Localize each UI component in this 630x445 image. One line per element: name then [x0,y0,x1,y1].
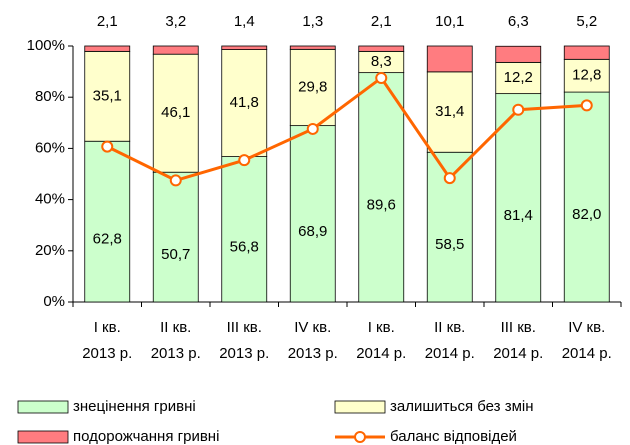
y-tick-label: 0% [43,293,65,310]
bar-segment [289,125,336,303]
x-tick-label: 2013 р. [288,345,338,362]
bar-segment [563,91,610,303]
legend-swatch [17,430,69,444]
value-label: 62,8 [93,231,122,248]
value-label: 2,1 [371,13,392,30]
x-tick-label: 2013 р. [151,345,201,362]
bar-segment [426,151,473,303]
value-label: 12,8 [572,67,601,84]
y-tick-label: 100% [27,37,65,54]
x-tick-label: II кв. [160,319,191,336]
bar-segment [426,45,473,73]
x-tick-label: I кв. [94,319,121,336]
value-label: 46,1 [161,104,190,121]
legend-label: подорожчання гривні [73,428,219,445]
bar-segment [495,93,542,303]
bar-segment [84,50,131,142]
value-label: 5,2 [576,13,597,30]
x-tick-label: I кв. [368,319,395,336]
x-tick-label: IV кв. [568,319,605,336]
y-tick-label: 20% [35,242,65,259]
y-tick-label: 40% [35,191,65,208]
balance-line [106,75,587,183]
y-tick-label: 60% [35,139,65,156]
y-tick-label: 80% [35,88,65,105]
value-label: 41,8 [230,94,259,111]
legend-swatch [17,400,69,414]
x-tick-label: 2014 р. [493,345,543,362]
legend-swatch [334,400,386,414]
balance-marker [512,103,525,116]
value-label: 31,4 [435,103,464,120]
balance-marker [306,122,319,135]
x-tick-label: 2014 р. [562,345,612,362]
bar-segment [84,140,131,303]
value-label: 58,5 [435,236,464,253]
value-label: 29,8 [298,78,327,95]
x-tick-label: 2013 р. [82,345,132,362]
legend-label: знецінення гривні [73,398,196,415]
value-label: 8,3 [371,53,392,70]
balance-marker [238,154,251,167]
bar-segment [289,45,336,50]
balance-marker [375,72,388,84]
value-label: 1,3 [302,13,323,30]
bar-segment [221,45,268,50]
value-label: 6,3 [508,13,529,30]
value-label: 3,2 [165,13,186,30]
value-label: 81,4 [504,207,533,224]
balance-marker [580,99,593,112]
value-label: 2,1 [97,13,118,30]
bar-segment [563,58,610,93]
legend-label: баланс відповідей [390,428,517,445]
value-label: 82,0 [572,206,601,223]
x-tick-label: 2014 р. [425,345,475,362]
balance-marker [443,172,456,185]
x-tick-label: 2014 р. [356,345,406,362]
x-tick-label: III кв. [227,319,262,336]
bar-segment [495,61,542,95]
bar-segment [495,45,542,63]
bar-segment [289,48,336,127]
value-label: 89,6 [367,196,396,213]
value-label: 10,1 [435,13,464,30]
bar-segment [152,171,199,303]
value-label: 12,2 [504,69,533,86]
bar-segment [152,45,199,55]
value-label: 35,1 [93,87,122,104]
bar-segment [426,71,473,153]
value-label: 50,7 [161,246,190,263]
bar-segment [152,53,199,173]
legend-label: залишиться без змін [390,398,534,415]
balance-marker [169,174,182,187]
bar-segment [84,45,131,52]
balance-marker [101,140,114,153]
x-tick-label: II кв. [434,319,465,336]
value-label: 56,8 [230,238,259,255]
value-label: 1,4 [234,13,255,30]
x-tick-label: 2013 р. [219,345,269,362]
x-tick-label: IV кв. [294,319,331,336]
x-tick-label: III кв. [501,319,536,336]
legend-marker [354,431,366,443]
bar-segment [221,156,268,303]
bar-segment [563,45,610,60]
bar-segment [358,45,405,52]
bar-segment [358,72,405,303]
bar-segment [221,49,268,157]
value-label: 68,9 [298,223,327,240]
